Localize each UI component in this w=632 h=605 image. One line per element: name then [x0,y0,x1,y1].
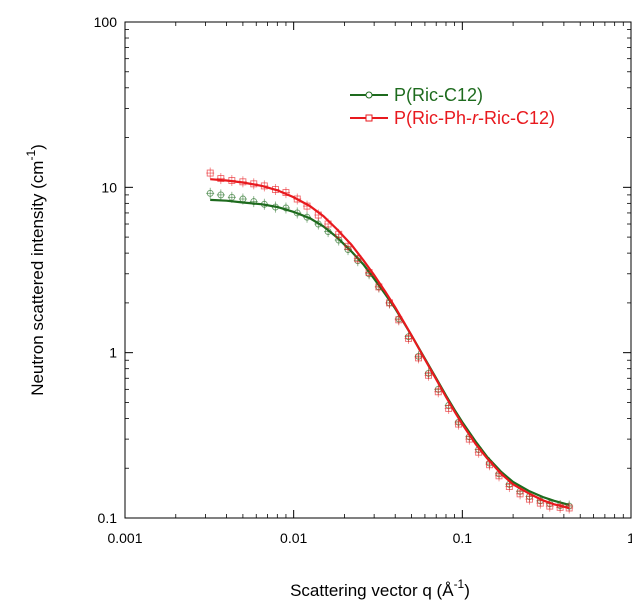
x-minor-ticks [175,22,624,518]
y-minor-ticks [125,29,631,469]
y-tick-label: 100 [94,14,118,30]
legend-label: P(Ric-Ph-r-Ric-C12) [394,108,555,128]
legend-item-2: P(Ric-Ph-r-Ric-C12) [350,108,555,128]
y-tick-label: 10 [101,179,117,195]
y-axis-title-sup: -1 [24,150,38,161]
x-tick-label: 0.1 [453,530,473,546]
data-point [526,495,533,503]
y-axis-title-close: ) [28,144,47,150]
y-axis-title: Neutron scattered intensity (cm-1) [24,144,47,396]
data-point [217,191,225,199]
x-axis-title-close: ) [464,581,470,600]
x-axis-title: Scattering vector q (Å-1) [290,577,470,600]
data-point [425,371,432,379]
series-2 [206,167,574,514]
data-point [217,175,225,183]
legend-item-1: P(Ric-C12) [350,85,483,105]
data-point [344,242,352,250]
legend-marker [365,91,373,99]
fit-line [210,178,570,510]
y-tick-label: 1 [109,345,117,361]
legend-label-part: r [472,108,479,128]
data-point [516,490,524,498]
data-point [415,354,422,362]
plot-frame [124,21,632,519]
series-layer [206,167,574,514]
series-1 [206,187,574,512]
data-point [293,195,301,203]
y-tick-label: 0.1 [98,510,118,526]
legend-marker [365,114,373,122]
data-point [505,483,513,490]
data-point [206,189,214,197]
legend-label-part: P(Ric-C12) [394,85,483,105]
x-tick-label: 0.001 [107,530,142,546]
data-point [206,169,214,177]
x-tick-label: 1 [627,530,632,546]
y-axis-title-main: Neutron scattered intensity (cm [28,161,47,396]
legend-label-part: P(Ric-Ph- [394,108,472,128]
legend: P(Ric-C12) P(Ric-Ph-r-Ric-C12) [350,85,555,128]
x-axis-title-sup: -1 [454,577,465,591]
legend-label: P(Ric-C12) [394,85,483,105]
data-point [405,334,413,342]
fit-line [210,198,570,506]
legend-label-part: -Ric-C12) [478,108,555,128]
y-axis-ticks: 0.1 1 10 100 [94,14,631,526]
x-tick-label: 0.01 [280,530,307,546]
data-point [434,388,442,396]
x-axis-ticks: 0.001 0.01 0.1 1 [107,22,632,546]
x-axis-title-main: Scattering vector q (Å [290,581,454,600]
